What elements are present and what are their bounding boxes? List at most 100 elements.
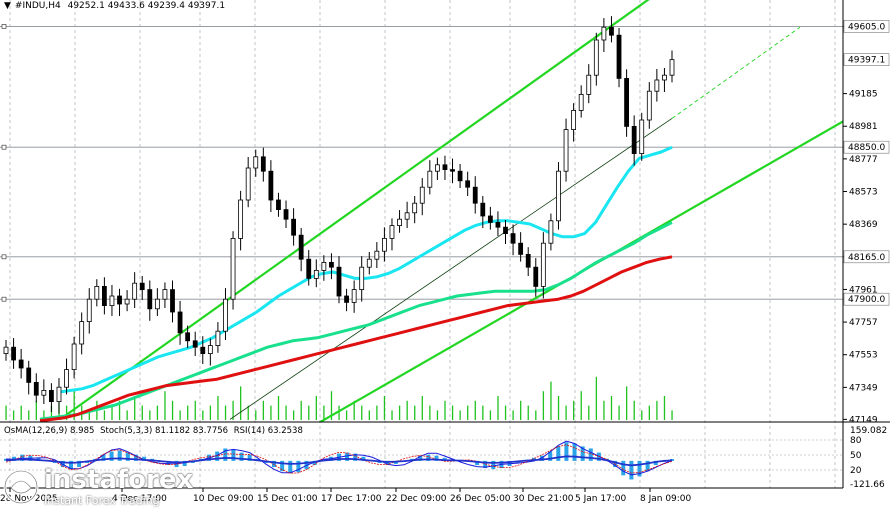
- candle-body: [79, 321, 85, 345]
- volume-bars: [5, 376, 673, 420]
- candle: [230, 231, 236, 310]
- candle: [268, 160, 274, 212]
- osma-bar: [288, 460, 293, 474]
- candle-body: [207, 345, 213, 355]
- candle-body: [26, 367, 32, 383]
- candle: [313, 259, 319, 288]
- osma-bar: [491, 460, 496, 470]
- rsi-line: [5, 455, 673, 467]
- candle: [510, 224, 516, 256]
- candle: [336, 256, 342, 304]
- osma-bar: [564, 442, 569, 461]
- volume-bar: [118, 400, 121, 420]
- candle-body: [3, 346, 9, 355]
- level-anchor: [1, 296, 7, 302]
- candle-body: [412, 202, 418, 214]
- volume-bar: [429, 405, 431, 420]
- candle: [639, 112, 645, 161]
- volume-bar: [603, 400, 605, 420]
- candle-body: [185, 332, 191, 342]
- candle-body: [624, 78, 629, 127]
- y-tick-label: 48981: [849, 122, 878, 132]
- volume-bar: [330, 391, 333, 420]
- oscillator-panel: [0, 439, 843, 480]
- osma-bar: [109, 451, 114, 461]
- candle: [351, 280, 357, 313]
- candle: [64, 358, 69, 395]
- candle: [631, 115, 637, 166]
- volume-bar: [43, 410, 45, 420]
- candle: [101, 277, 107, 315]
- volume-bar: [134, 396, 136, 420]
- candle-body: [556, 170, 561, 222]
- osma-bar: [556, 446, 561, 461]
- osma-bar: [77, 460, 82, 468]
- candle: [215, 322, 221, 353]
- candle: [79, 312, 85, 355]
- trend-channel[interactable]: [59, 0, 890, 462]
- candle: [109, 284, 115, 316]
- chart-menu-icon[interactable]: ▼: [4, 1, 11, 11]
- volume-bar: [187, 405, 189, 420]
- ema-line-ema-slow: [39, 255, 673, 422]
- candle-body: [86, 298, 92, 323]
- volume-bar: [171, 400, 174, 420]
- volume-bar: [156, 405, 159, 420]
- osma-bar: [621, 460, 626, 476]
- candle-body: [94, 285, 100, 300]
- candle: [306, 250, 312, 286]
- candle-body: [147, 289, 153, 310]
- volume-bar: [474, 400, 476, 420]
- candle-body: [472, 186, 478, 204]
- volume-bar: [73, 391, 75, 420]
- candle-body: [18, 359, 24, 369]
- candle: [245, 156, 251, 208]
- candle: [200, 336, 206, 364]
- candle-body: [480, 202, 486, 217]
- candle-body: [298, 234, 304, 260]
- x-tick-label: 17 Dec 17:00: [321, 494, 382, 504]
- candle-body: [563, 129, 569, 172]
- candle: [41, 379, 47, 404]
- volume-bar: [444, 400, 446, 420]
- candle: [71, 336, 77, 379]
- candle-body: [616, 34, 622, 79]
- volume-bar: [656, 400, 658, 420]
- volume-bar: [323, 405, 325, 420]
- volume-bar: [209, 405, 212, 420]
- candle-body: [260, 156, 266, 172]
- candle-body: [101, 285, 107, 306]
- candle: [609, 16, 614, 43]
- volume-bar: [270, 405, 272, 420]
- osma-bar: [223, 448, 228, 461]
- y-tick-label: 47757: [849, 318, 878, 328]
- candle-body: [586, 74, 592, 95]
- candle: [11, 338, 16, 369]
- candle-body: [669, 59, 675, 76]
- osma-bar: [670, 459, 674, 461]
- candle: [283, 200, 289, 228]
- volume-bar: [111, 405, 113, 420]
- candle-body: [170, 289, 175, 313]
- volume-bar: [520, 400, 522, 420]
- price-label: 49605.0: [848, 22, 885, 32]
- candle: [56, 378, 62, 414]
- candle: [3, 340, 9, 361]
- osma-bar: [629, 460, 634, 480]
- volume-bar: [406, 400, 408, 420]
- candle: [654, 68, 660, 102]
- level-anchor: [1, 24, 7, 29]
- brand-tagline: Instant Forex Trading: [44, 494, 160, 507]
- candle-body: [313, 269, 319, 279]
- x-tick-label: 30 Dec 21:00: [513, 494, 574, 504]
- candle-body: [321, 261, 327, 271]
- volume-bar: [459, 410, 461, 420]
- volume-bar: [126, 410, 128, 420]
- candle-body: [389, 225, 395, 239]
- ema-line-ema-fast: [59, 145, 673, 394]
- volume-bar: [240, 386, 242, 420]
- osma-bar: [426, 454, 431, 461]
- volume-bar: [353, 400, 355, 420]
- candle-body: [427, 170, 433, 188]
